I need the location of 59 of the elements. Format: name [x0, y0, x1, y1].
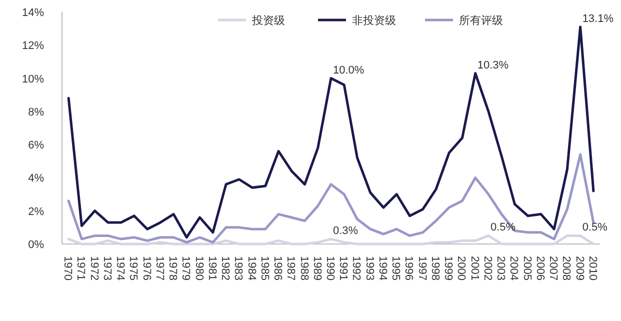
x-tick-label: 1998 — [428, 256, 441, 280]
data-label: 0.5% — [582, 222, 608, 234]
x-tick-label: 1971 — [74, 256, 87, 280]
x-tick-label: 1984 — [245, 256, 258, 280]
x-tick-label: 1997 — [416, 256, 428, 280]
y-tick-label: 12% — [22, 40, 44, 52]
y-tick-label: 10% — [22, 73, 44, 86]
x-tick-label: 1987 — [284, 256, 297, 280]
y-tick-label: 14% — [22, 7, 44, 19]
legend-label: 非投资级 — [352, 14, 396, 27]
x-tick-label: 1977 — [153, 256, 166, 280]
data-label: 13.1% — [582, 12, 614, 25]
legend-label: 所有评级 — [459, 14, 503, 27]
x-tick-label: 1970 — [62, 256, 74, 280]
x-tick-label: 1973 — [100, 256, 113, 280]
x-tick-label: 2009 — [573, 256, 586, 280]
x-tick-label: 1991 — [337, 256, 350, 280]
x-tick-label: 2010 — [586, 256, 598, 280]
x-tick-label: 1999 — [442, 256, 454, 280]
x-tick-label: 1983 — [232, 256, 244, 280]
x-tick-label: 1972 — [88, 256, 100, 280]
x-tick-label: 2001 — [468, 256, 480, 280]
data-label: 0.3% — [333, 225, 358, 238]
x-tick-label: 2002 — [481, 256, 494, 280]
x-tick-label: 1982 — [219, 256, 232, 280]
y-tick-label: 2% — [28, 206, 44, 218]
data-label: 10.3% — [477, 59, 509, 72]
x-tick-label: 2008 — [560, 256, 572, 280]
x-tick-label: 1980 — [192, 256, 205, 280]
x-tick-label: 2004 — [508, 256, 520, 280]
line-series — [67, 234, 595, 246]
y-tick-label: 4% — [28, 172, 44, 185]
x-tick-label: 1990 — [324, 256, 336, 280]
x-tick-label: 2003 — [494, 256, 507, 280]
x-tick-label: 1994 — [376, 256, 388, 280]
x-tick-label: 1978 — [166, 256, 179, 280]
data-label: 10.0% — [333, 64, 364, 76]
x-tick-label: 2000 — [455, 256, 468, 280]
x-tick-label: 1975 — [127, 256, 140, 280]
x-tick-label: 1995 — [390, 256, 402, 280]
data-label: 0.5% — [490, 222, 516, 234]
x-tick-label: 2007 — [547, 256, 560, 280]
x-tick-label: 1992 — [350, 256, 362, 280]
y-tick-label: 6% — [28, 140, 44, 152]
x-tick-label: 1989 — [310, 256, 323, 280]
x-tick-label: 1979 — [180, 256, 192, 280]
x-tick-label: 1974 — [114, 256, 126, 280]
x-tick-label: 1981 — [206, 256, 218, 280]
x-tick-label: 1986 — [272, 256, 284, 280]
y-tick-label: 8% — [28, 106, 44, 118]
y-tick-label: 0% — [28, 239, 44, 251]
x-tick-label: 2005 — [520, 256, 533, 280]
x-tick-label: 2006 — [534, 256, 546, 280]
x-tick-label: 1993 — [363, 256, 376, 280]
x-tick-label: 1985 — [258, 256, 270, 280]
x-tick-label: 1988 — [298, 256, 310, 280]
x-tick-label: 1976 — [140, 256, 152, 280]
x-tick-label: 1996 — [402, 256, 415, 280]
legend-label: 投资级 — [251, 15, 285, 27]
